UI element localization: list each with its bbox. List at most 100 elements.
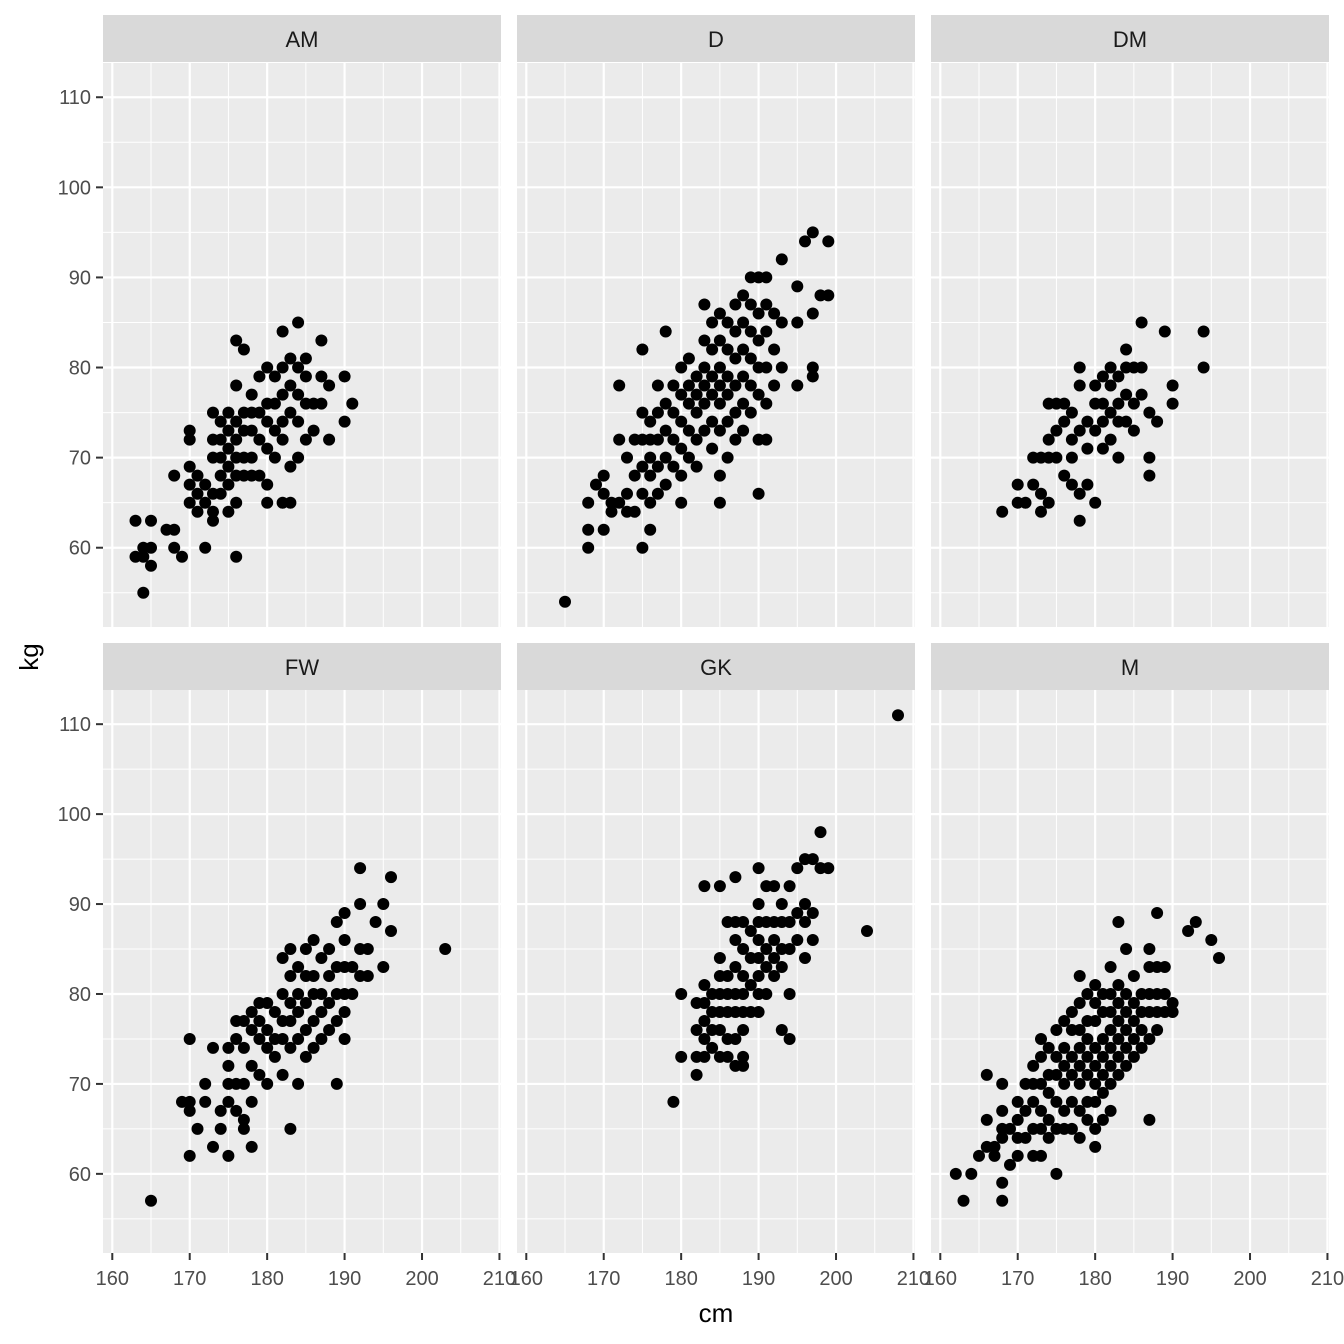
data-point: [191, 505, 204, 518]
data-point: [284, 1041, 297, 1054]
data-point: [299, 352, 312, 365]
data-point: [713, 1024, 726, 1036]
data-point: [1112, 370, 1125, 383]
data-point: [957, 1194, 970, 1207]
data-point: [806, 907, 819, 919]
data-point: [253, 370, 266, 383]
data-point: [1112, 1050, 1125, 1063]
data-point: [713, 334, 726, 347]
data-point: [744, 379, 757, 392]
x-tick-label: 180: [250, 1268, 283, 1290]
data-point: [721, 415, 734, 428]
x-tick-label: 170: [173, 1268, 206, 1290]
data-point: [346, 397, 359, 410]
facet-strip: [103, 15, 501, 62]
data-point: [137, 541, 150, 554]
data-point: [1058, 469, 1071, 482]
y-tick-label: 70: [69, 448, 91, 470]
y-tick-label: 60: [69, 1164, 91, 1186]
data-point: [713, 469, 726, 482]
data-point: [1182, 925, 1195, 937]
data-point: [791, 934, 804, 946]
data-point: [183, 1095, 196, 1108]
data-point: [1158, 988, 1171, 1000]
data-point: [315, 370, 328, 383]
data-point: [253, 1033, 266, 1045]
data-point: [721, 343, 734, 356]
data-point: [354, 898, 367, 910]
data-point: [613, 496, 626, 509]
data-point: [644, 469, 657, 482]
data-point: [1073, 1104, 1086, 1117]
data-point: [1050, 1167, 1063, 1180]
data-point: [284, 460, 297, 473]
data-point: [752, 934, 765, 946]
data-point: [237, 1122, 250, 1135]
data-point: [292, 988, 305, 1000]
data-point: [1112, 916, 1125, 928]
facet-strip-label: GK: [700, 655, 732, 680]
data-point: [996, 1104, 1009, 1117]
data-point: [775, 1024, 788, 1036]
data-point: [292, 1006, 305, 1018]
data-point: [1104, 1077, 1117, 1090]
data-point: [690, 1068, 703, 1081]
panel-background: [103, 63, 501, 627]
data-point: [1205, 934, 1218, 946]
data-point: [1112, 1015, 1125, 1027]
data-points: [129, 316, 359, 599]
data-point: [1143, 1113, 1156, 1126]
data-point: [559, 595, 571, 608]
data-point: [752, 970, 765, 982]
data-point: [597, 487, 610, 500]
data-point: [199, 1095, 212, 1108]
data-point: [276, 415, 289, 428]
data-point: [276, 388, 289, 401]
data-point: [1073, 970, 1086, 982]
data-point: [1035, 1149, 1047, 1162]
data-point: [713, 424, 726, 437]
data-point: [791, 862, 804, 875]
facet-strip-label: DM: [1113, 27, 1147, 52]
data-point: [690, 433, 703, 446]
data-point: [644, 451, 657, 464]
data-point: [245, 1006, 258, 1018]
data-point: [1089, 1122, 1102, 1135]
data-point: [752, 1006, 765, 1018]
y-tick-label: 80: [69, 358, 91, 380]
data-point: [1073, 1077, 1086, 1090]
data-point: [1004, 1122, 1016, 1135]
data-point: [276, 433, 289, 446]
data-point: [791, 907, 804, 919]
data-point: [775, 898, 788, 910]
data-point: [713, 880, 726, 893]
data-point: [1104, 1024, 1117, 1036]
data-point: [698, 361, 711, 374]
data-point: [191, 1122, 204, 1135]
data-point: [1120, 388, 1133, 401]
data-point: [690, 388, 703, 401]
data-point: [628, 505, 641, 518]
data-point: [590, 478, 602, 491]
data-point: [245, 388, 258, 401]
data-point: [1197, 325, 1210, 338]
data-point: [1073, 487, 1086, 500]
data-points: [559, 226, 835, 608]
data-point: [729, 871, 742, 884]
data-point: [621, 487, 633, 500]
data-point: [729, 325, 742, 338]
data-point: [315, 397, 328, 410]
data-point: [706, 388, 719, 401]
data-point: [1089, 496, 1102, 509]
data-point: [1143, 406, 1156, 419]
data-point: [737, 916, 750, 928]
data-point: [1127, 1015, 1140, 1027]
data-point: [760, 988, 773, 1000]
data-point: [713, 397, 726, 410]
data-point: [713, 496, 726, 509]
data-point: [698, 979, 711, 991]
data-point: [1035, 1077, 1047, 1090]
data-point: [292, 388, 305, 401]
data-point: [806, 226, 819, 239]
data-point: [729, 298, 742, 311]
